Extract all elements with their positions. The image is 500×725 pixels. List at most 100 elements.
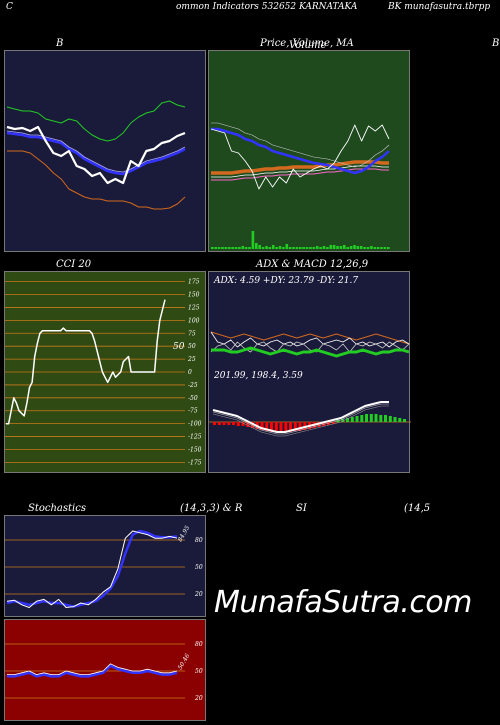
stoch-tick-label: 50 [195,564,203,571]
stoch-k-line [6,530,178,608]
bb-close-line [6,125,186,185]
volume-bar [343,245,346,249]
macd-histogram-bar [327,422,330,425]
stoch-tick-label: 80 [195,537,203,544]
volume-bar [309,247,312,249]
macd-histogram-bar [379,415,383,422]
cci-chart: 1751501251007550250-25-50-75-100-125-150… [5,279,202,466]
volume-bar [261,247,265,249]
macd-histogram-bar [369,414,373,422]
price-chart: Volume [210,40,390,249]
volume-bar [278,246,282,249]
stoch-value-label: 84.95 [177,524,192,543]
macd-histogram-bar [213,422,216,425]
volume-bar [265,246,268,249]
volume-bar [217,247,221,249]
rsi-tick-label: 50 [195,668,203,675]
price-title: Price, Volume, MA [260,38,354,49]
cci-tick-label: 0 [188,369,192,376]
price-panel: Volume [208,40,410,252]
volume-bar [292,247,295,249]
volume-bar [322,246,326,249]
macd-signal-line [212,403,389,435]
volume-bar [211,247,214,249]
volume-bar [285,244,289,249]
volume-bar [387,247,390,249]
price-ma-white-line [211,165,389,178]
cci-tick-label: -50 [188,395,198,402]
header-middle: ommon Indicators 532652 KARNATAKA [176,2,358,12]
macd-histogram-bar [398,418,402,422]
adx-label: ADX: 4.59 +DY: 23.79 -DY: 21.7 [214,276,359,286]
cci-tick-label: -175 [188,459,202,466]
bb-upper-line [6,100,186,142]
macd-line [212,401,389,433]
volume-bar [227,247,231,249]
price-ma-blue-line [211,127,390,175]
price-ma-pink-line [211,168,389,181]
adx-macd-chart [209,331,411,437]
cci-tick-label: -75 [188,408,198,415]
volume-bar [244,247,248,249]
volume-bar [234,247,238,249]
rsi-panel: 80 50 20 50.46 [4,619,206,721]
macd-histogram-bar [303,422,307,430]
bollinger-chart [6,100,186,210]
rsi-value-label: 50.46 [177,652,192,671]
adx-macd-title: ADX & MACD 12,26,9 [256,259,369,270]
adx-macd-panel: ADX: 4.59 +DY: 23.79 -DY: 21.7 201.99, 1… [208,271,411,473]
macd-label: 201.99, 198.4, 3.59 [214,371,303,381]
volume-bar [336,246,339,249]
volume-bar [326,247,329,249]
rsi-tick-label: 20 [194,695,203,702]
volume-bar [329,245,333,249]
macd-histogram-bar [384,415,387,422]
bb-title: B [56,38,64,49]
macd-histogram-bar [260,422,264,430]
volume-bar [271,245,275,249]
cci-tick-label: 100 [188,317,200,324]
volume-bar [380,247,383,249]
macd-histogram-bar [360,415,364,422]
macd-histogram-bar [341,419,345,422]
volume-bar [353,245,356,249]
macd-histogram-bar [350,417,354,422]
macd-signal-line-2 [212,405,389,437]
rsi-line [7,664,178,678]
macd-histogram-bar [298,422,302,431]
volume-bar [376,247,380,249]
volume-bar [366,247,370,249]
volume-bar [373,247,377,249]
volume-bar [319,247,322,249]
stochastics-panel: 80 50 20 84.95 [4,515,206,617]
macd-histogram-bar [265,422,269,431]
volume-bar [349,246,353,249]
volume-bar [224,247,228,249]
macd-histogram-bar [365,414,368,422]
volume-bar [248,247,251,249]
cci-tick-label: 150 [188,292,200,299]
adx-line [211,346,410,358]
macd-histogram-bar [217,422,221,425]
macd-histogram-bar [393,417,397,422]
volume-bar [275,247,278,249]
volume-bar [359,246,363,249]
macd-histogram-bar [236,422,240,426]
stoch-d-line [6,529,178,608]
price-close-line [210,124,390,190]
cci-tick-label: -25 [188,382,198,389]
macd-histogram-bar [388,416,392,422]
header-right: BK munafasutra.tbrpp [388,2,491,12]
stochastics-chart: 80 50 20 84.95 [5,524,203,608]
bb-middle-line [6,131,186,176]
macd-histogram-bar [331,422,335,424]
price-ma-orange-line [211,160,389,175]
macd-histogram-bar [374,414,378,422]
volume-bar [383,247,387,249]
bb-lower-line [7,150,186,210]
cci-tick-label: 50 [188,343,196,350]
cci-tick-label: -150 [188,446,202,453]
price-ma-grey-line [211,122,390,168]
volume-bar [339,246,343,249]
volume-bar [312,247,316,249]
